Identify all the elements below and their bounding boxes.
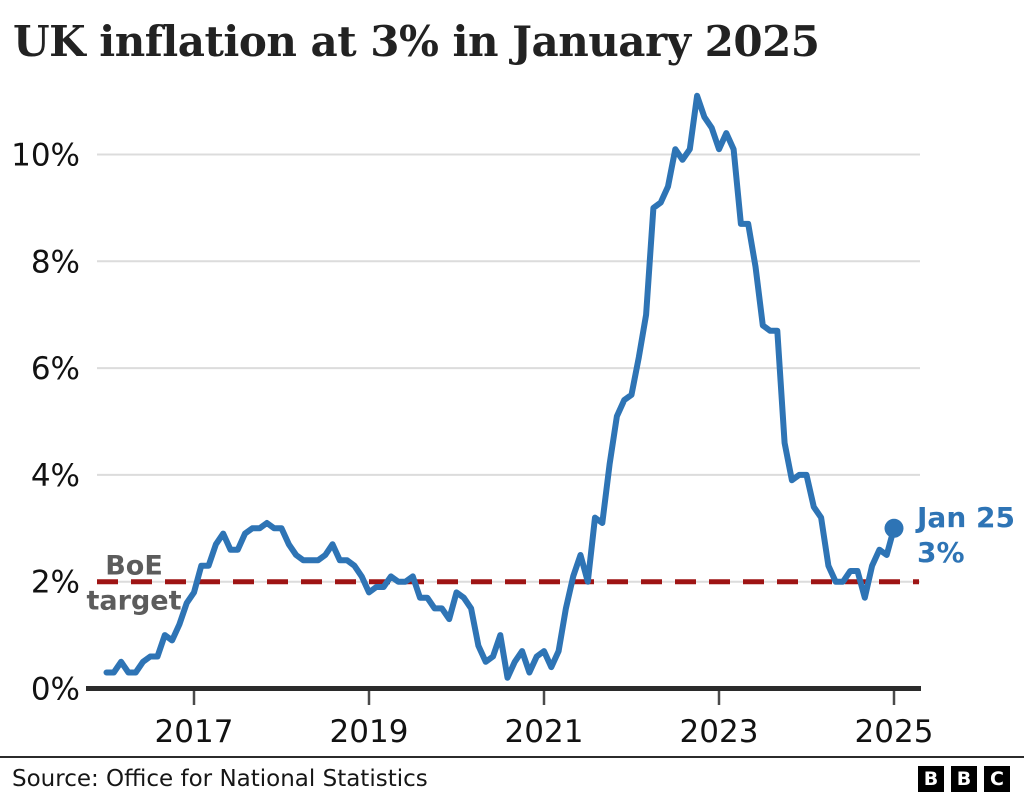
y-axis-label-8pct: 8% — [31, 244, 80, 280]
footer: Source: Office for National Statistics B… — [0, 756, 1024, 800]
x-axis-label-2025: 2025 — [855, 714, 934, 750]
bbc-logo-letter-2: B — [951, 766, 977, 792]
boe-target-label-line2: target — [87, 586, 182, 617]
y-axis-label-10pct: 10% — [11, 138, 80, 174]
y-axis-label-4pct: 4% — [31, 458, 80, 494]
bbc-logo-letter-3: C — [984, 766, 1010, 792]
end-annotation-value: 3% — [917, 536, 965, 569]
chart-title: UK inflation at 3% in January 2025 — [13, 17, 820, 66]
x-axis-label-2023: 2023 — [680, 714, 759, 750]
inflation-line — [103, 92, 897, 681]
bbc-logo: B B C — [918, 766, 1010, 792]
inflation-line-chart: 0% 2% 4% 6% 8% 10% 2017 2019 2021 2023 2025 BoE targ… — [11, 92, 1015, 750]
x-axis-label-2021: 2021 — [505, 714, 584, 750]
bbc-logo-letter-1: B — [918, 766, 944, 792]
y-axis-label-0pct: 0% — [31, 672, 80, 708]
boe-target-label-line1: BoE — [105, 551, 163, 582]
y-axis-label-6pct: 6% — [31, 351, 80, 387]
source-text: Source: Office for National Statistics — [12, 766, 428, 792]
end-point-dot — [884, 518, 904, 538]
x-axis-label-2017: 2017 — [155, 714, 234, 750]
x-axis-label-2019: 2019 — [330, 714, 409, 750]
y-axis-label-2pct: 2% — [31, 565, 80, 601]
end-annotation-date: Jan 25 — [915, 501, 1015, 534]
